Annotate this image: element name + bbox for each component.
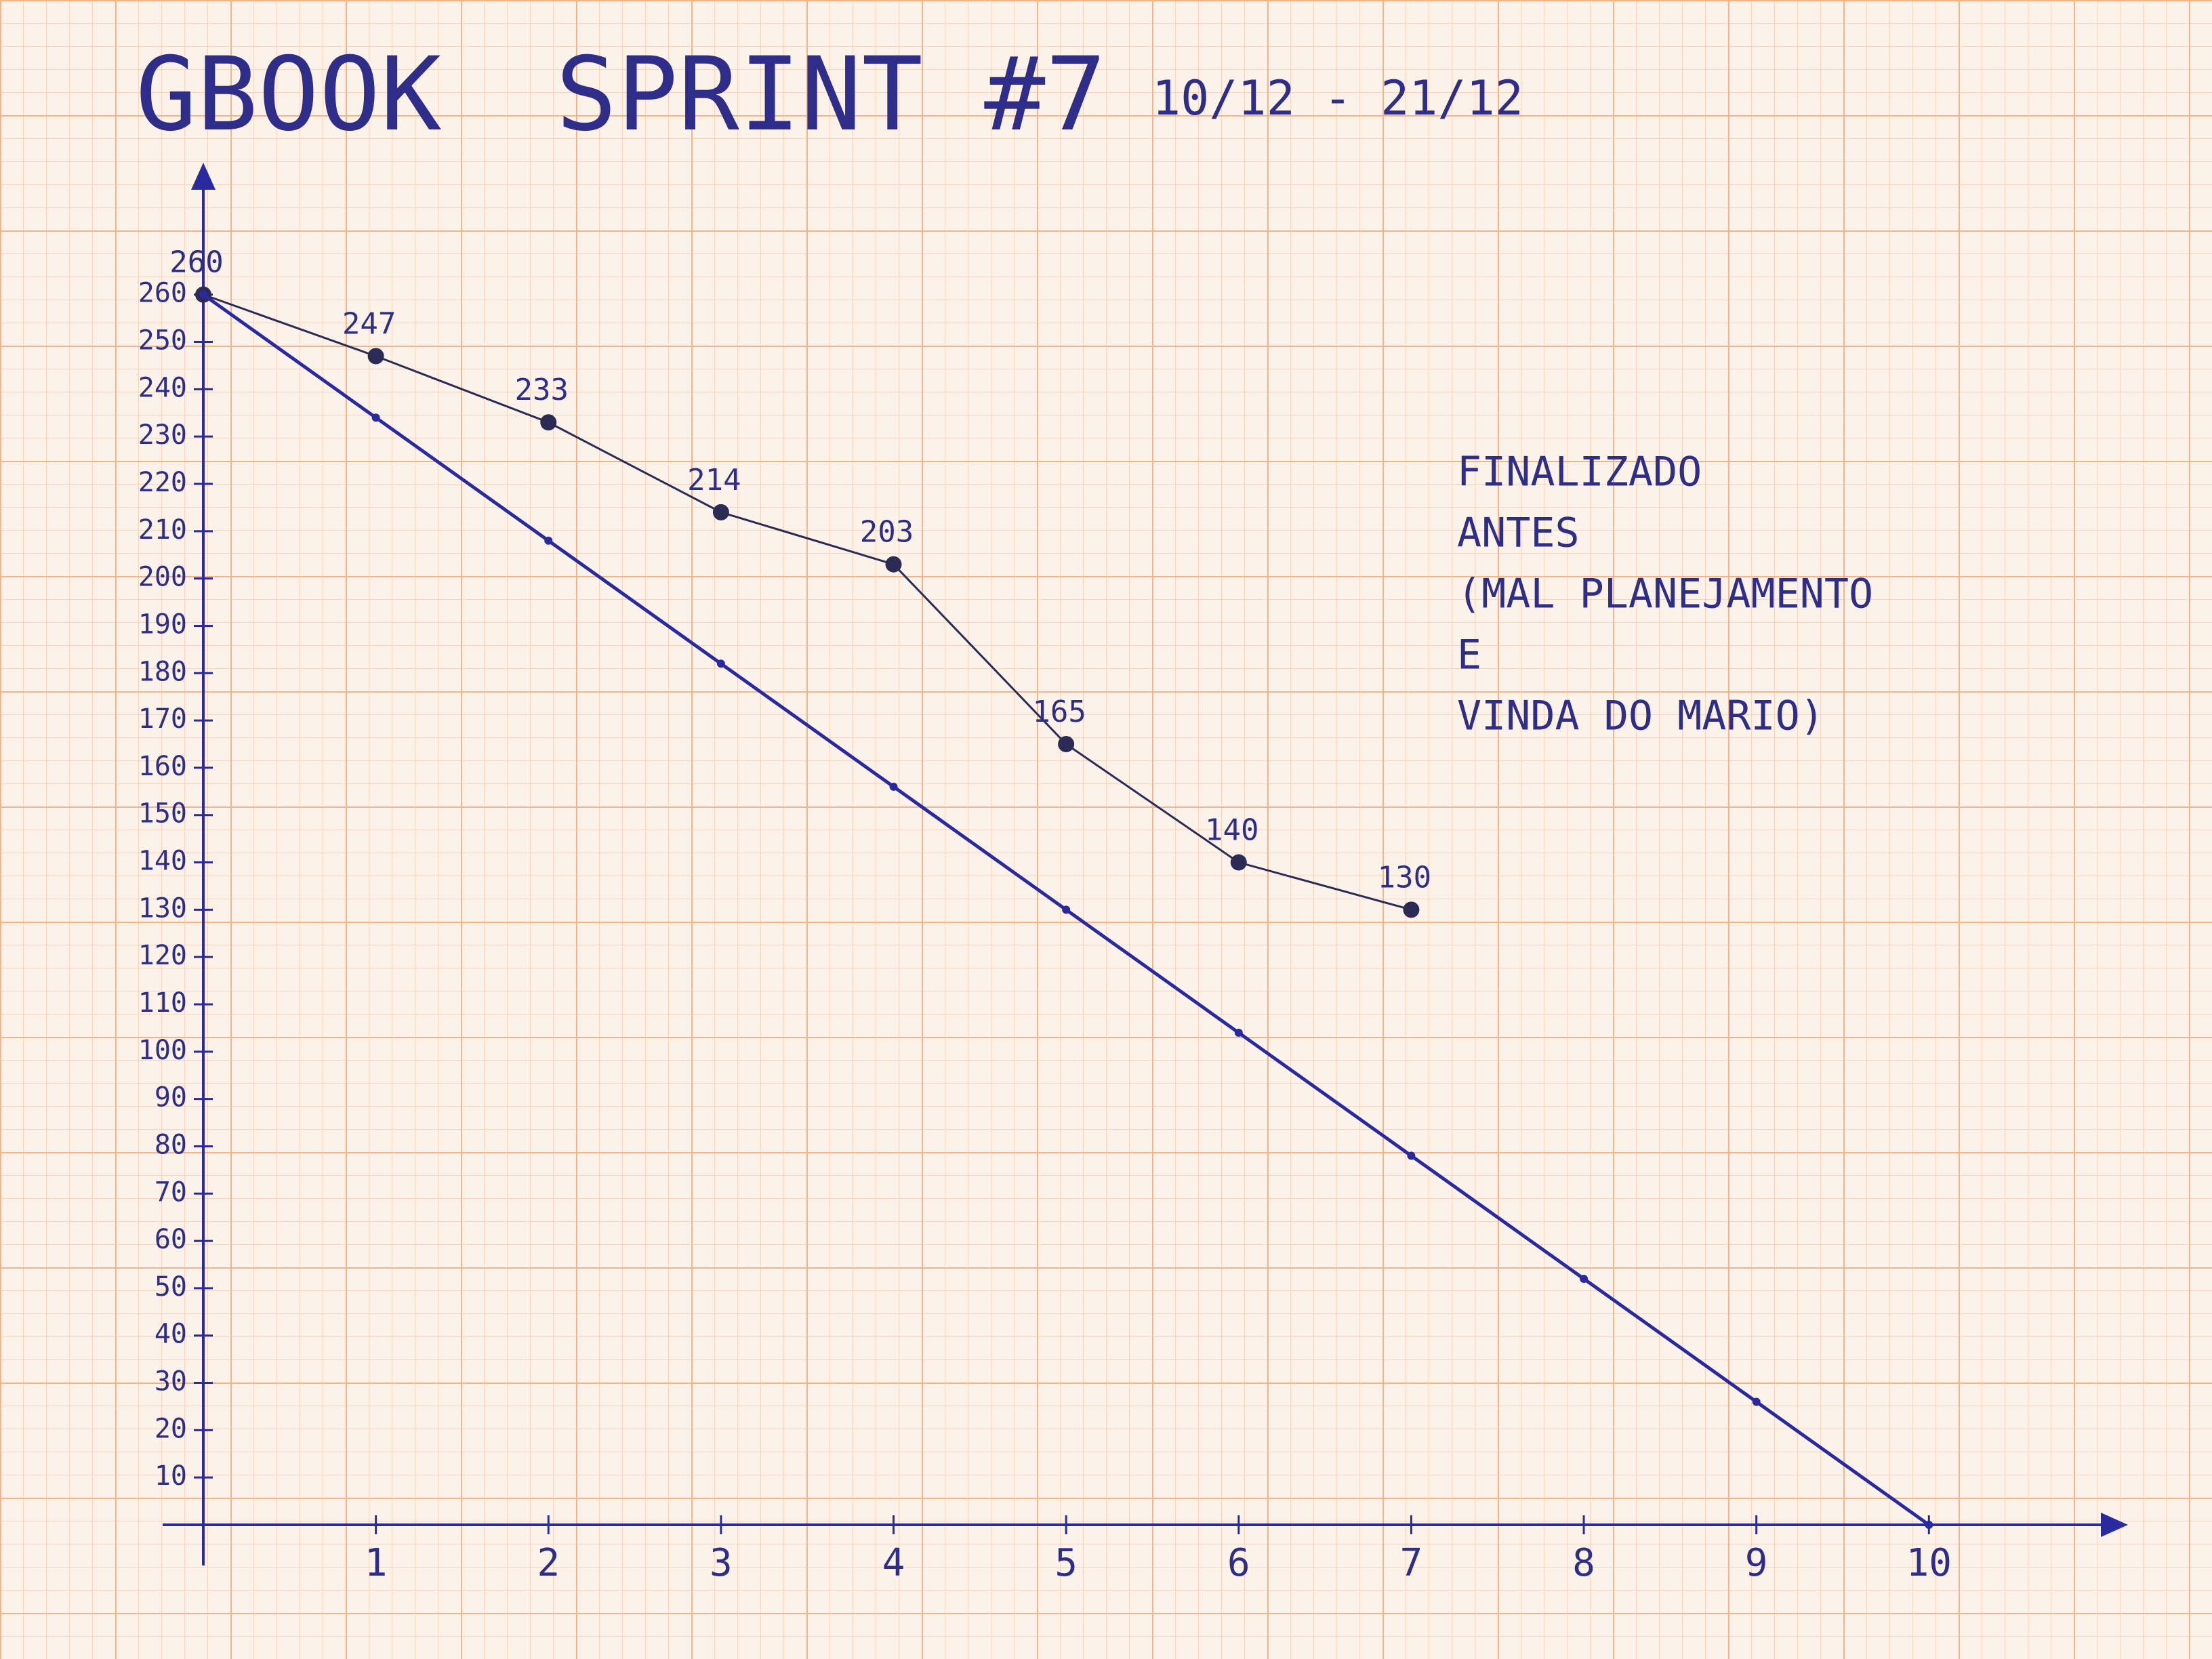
y-tick-label: 10: [155, 1460, 187, 1492]
x-tick-label: 1: [365, 1541, 388, 1585]
point: [1062, 905, 1071, 914]
point: [1234, 1028, 1243, 1037]
y-tick-label: 150: [138, 798, 187, 830]
annotation-line: (MAL PLANEJAMENTO: [1457, 571, 1873, 618]
x-tick-label: 7: [1400, 1541, 1423, 1585]
y-tick-label: 60: [155, 1224, 187, 1255]
y-tick-label: 220: [138, 467, 187, 498]
x-tick-label: 5: [1054, 1541, 1078, 1585]
point: [540, 414, 557, 431]
x-tick-label: 8: [1572, 1541, 1595, 1585]
y-tick-label: 210: [138, 514, 187, 546]
point: [1407, 1151, 1416, 1160]
y-tick-label: 50: [155, 1271, 187, 1303]
y-tick-label: 250: [138, 325, 187, 356]
line: [203, 293, 1412, 911]
x-tick-label: 3: [710, 1541, 733, 1585]
data-label: 214: [687, 463, 741, 497]
x-axis-arrow: [2101, 1513, 2128, 1537]
y-tick-label: 160: [138, 751, 187, 782]
data-label: 165: [1032, 695, 1086, 729]
y-tick-label: 200: [138, 562, 187, 593]
y-tick-label: 260: [138, 278, 187, 309]
y-tick-label: 20: [155, 1413, 187, 1444]
x-tick-label: 9: [1745, 1541, 1768, 1585]
point: [1058, 736, 1075, 752]
x-tick-label: 10: [1906, 1541, 1952, 1585]
y-tick-label: 100: [138, 1035, 187, 1066]
y-tick-label: 180: [138, 656, 187, 687]
y-tick-label: 70: [155, 1176, 187, 1208]
y-axis-arrow: [191, 163, 216, 190]
y-tick-label: 80: [155, 1129, 187, 1160]
y-tick-label: 190: [138, 609, 187, 640]
annotation-line: ANTES: [1457, 510, 1580, 557]
y-tick-label: 140: [138, 846, 187, 877]
annotation-line: VINDA DO MARIO): [1457, 693, 1824, 740]
y-tick-label: 240: [138, 372, 187, 403]
point: [199, 290, 207, 299]
x-tick-label: 2: [537, 1541, 560, 1585]
point: [367, 348, 384, 365]
date-range: 10/12 - 21/12: [1152, 70, 1523, 126]
data-label: 260: [169, 245, 223, 280]
point: [544, 536, 553, 545]
point: [885, 556, 902, 573]
annotation: FINALIZADO ANTES (MAL PLANEJAMENTO E VINDA D…: [1457, 449, 1873, 740]
point: [1403, 901, 1420, 918]
point: [889, 782, 898, 791]
data-label: 130: [1378, 860, 1431, 895]
data-label: 203: [860, 515, 914, 550]
point: [1580, 1274, 1589, 1283]
x-tick-label: 6: [1227, 1541, 1250, 1585]
point: [1752, 1397, 1761, 1406]
y-tick-label: 30: [155, 1366, 187, 1397]
y-tick-label: 130: [138, 893, 187, 924]
point: [712, 504, 729, 520]
y-tick-label: 120: [138, 940, 187, 971]
data-label: 140: [1205, 813, 1258, 848]
data-label: 247: [342, 306, 396, 341]
x-tick-label: 4: [882, 1541, 905, 1585]
annotation-line: E: [1457, 632, 1481, 679]
y-tick-label: 170: [138, 703, 187, 735]
point: [371, 413, 380, 422]
point: [1925, 1521, 1933, 1529]
y-tick-label: 40: [155, 1319, 187, 1350]
chart-title: GBOOK: [136, 36, 442, 154]
point: [1230, 854, 1247, 871]
y-tick-label: 90: [155, 1082, 187, 1113]
annotation-line: FINALIZADO: [1457, 449, 1702, 496]
y-tick-label: 110: [138, 987, 187, 1019]
y-tick-label: 230: [138, 419, 187, 451]
chart-subtitle: SPRINT #7: [556, 36, 1107, 154]
data-label: 233: [515, 373, 569, 407]
point: [716, 659, 725, 668]
